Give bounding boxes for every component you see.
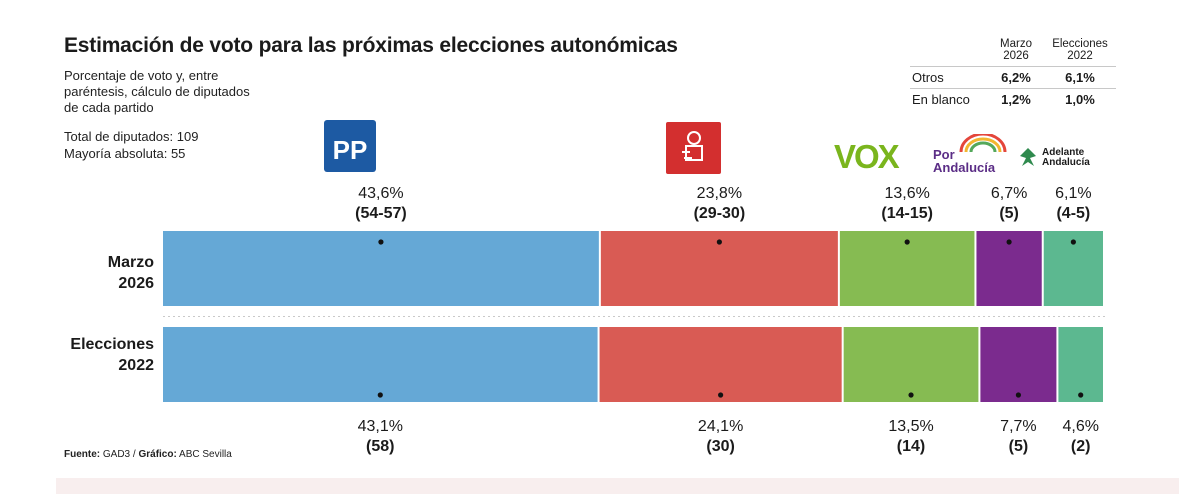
bar-segment	[980, 327, 1057, 402]
row-label-2022: Elecciones 2022	[70, 336, 154, 374]
percent-label: 23,8%	[696, 185, 743, 202]
seats-label: (5)	[999, 205, 1019, 222]
bar-segment	[599, 327, 842, 402]
row-label-2026: Marzo 2026	[107, 254, 154, 292]
data-label: 43,1% (58)	[320, 417, 440, 457]
data-label: 13,5% (14)	[851, 417, 971, 457]
pp-logo-text: PP	[332, 135, 368, 165]
majority-seats: Mayoría absoluta: 55	[64, 146, 186, 161]
seats-label: (30)	[706, 438, 735, 455]
bar-segment	[843, 327, 979, 402]
percent-label: 13,6%	[884, 185, 930, 202]
vox-logo: VOX	[834, 138, 900, 175]
label-marker-dot	[718, 392, 724, 398]
rainbow-icon	[959, 134, 1007, 152]
table-row: En blanco 1,2% 1,0%	[910, 88, 1116, 110]
blanco-2022: 1,0%	[1044, 88, 1116, 110]
label-marker-dot	[1070, 239, 1076, 245]
data-label: 13,6% (14-15)	[847, 184, 967, 224]
por-andalucia-logo: Por Andalucía	[933, 134, 1007, 175]
data-label: 7,7% (5)	[958, 417, 1078, 457]
seats-label: (58)	[366, 438, 395, 455]
seats-label: (5)	[1008, 438, 1029, 455]
label-marker-dot	[716, 239, 722, 245]
header-2026: Marzo 2026	[1000, 38, 1032, 62]
label-marker-dot	[377, 392, 383, 398]
seats-label: (2)	[1070, 438, 1091, 455]
bottom-band	[56, 478, 1179, 494]
chart-title: Estimación de voto para las próximas ele…	[64, 34, 678, 57]
leaf-icon	[1020, 148, 1036, 166]
percent-label: 43,1%	[357, 418, 403, 435]
seats-label: (29-30)	[693, 205, 746, 222]
percent-label: 6,7%	[990, 185, 1028, 202]
data-label: 23,8% (29-30)	[659, 184, 779, 224]
bar-segment	[163, 327, 598, 402]
data-label: 43,6% (54-57)	[321, 184, 441, 224]
otros-2026: 6,2%	[988, 66, 1044, 89]
chart-subtitle: Porcentaje de voto y, entre paréntesis, …	[64, 68, 250, 115]
table-row: Otros 6,2% 6,1%	[910, 66, 1116, 89]
header-2022: Elecciones 2022	[1052, 38, 1108, 62]
data-label: 4,6% (2)	[1021, 417, 1141, 457]
label-marker-dot	[378, 239, 384, 245]
row-label-blanco: En blanco	[910, 88, 988, 110]
label-marker-dot	[904, 239, 910, 245]
data-label: 6,7% (5)	[949, 184, 1069, 224]
data-label: 24,1% (30)	[661, 417, 781, 457]
data-label: 6,1% (4-5)	[1013, 184, 1133, 224]
other-votes-table: Marzo 2026 Elecciones 2022 Otros 6,2% 6,…	[910, 38, 1116, 110]
seats-label: (14-15)	[881, 205, 933, 222]
adelante-andalucia-logo: Adelante Andalucía	[1020, 148, 1094, 168]
por-andalucia-text: Por Andalucía	[933, 147, 996, 175]
percent-label: 43,6%	[358, 185, 404, 202]
blanco-2026: 1,2%	[988, 88, 1044, 110]
adelante-andalucia-text: Adelante Andalucía	[1042, 147, 1090, 168]
label-marker-dot	[1015, 392, 1022, 398]
percent-label: 13,5%	[888, 418, 934, 435]
totals-block: Total de diputados: 109 Mayoría absoluta…	[64, 128, 198, 162]
source-note: Fuente: GAD3 / Gráfico: ABC Sevilla	[64, 449, 232, 460]
row-label-otros: Otros	[910, 66, 988, 89]
percent-label: 6,1%	[1055, 185, 1092, 202]
label-marker-dot	[1006, 239, 1012, 245]
seats-label: (54-57)	[355, 205, 407, 222]
psoe-logo	[666, 122, 721, 174]
total-seats: Total de diputados: 109	[64, 129, 199, 144]
seats-label: (4-5)	[1056, 205, 1091, 222]
bar-segment	[1058, 327, 1103, 402]
label-marker-dot	[908, 392, 914, 398]
percent-label: 4,6%	[1062, 418, 1099, 435]
pp-logo: PP	[324, 120, 376, 172]
otros-2022: 6,1%	[1044, 66, 1116, 89]
seats-label: (14)	[896, 438, 926, 455]
label-marker-dot	[1078, 392, 1084, 398]
percent-label: 7,7%	[1000, 418, 1037, 435]
rose-fist-icon	[682, 131, 703, 161]
percent-label: 24,1%	[697, 418, 744, 435]
